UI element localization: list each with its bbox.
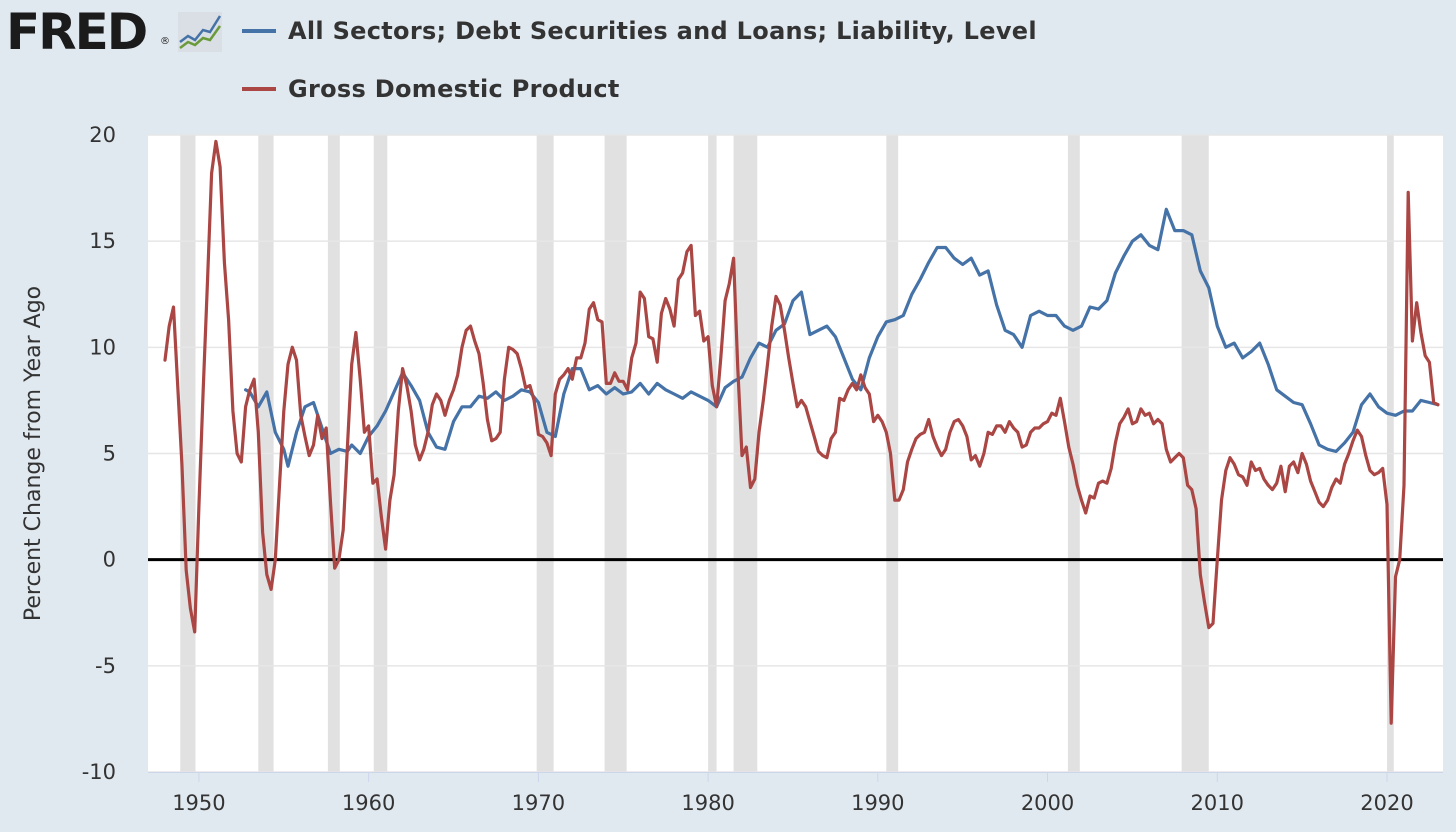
legend-label-gdp: Gross Domestic Product (288, 75, 620, 103)
line-chart: -10 -5 0 5 10 15 20 1950 1960 1970 1980 1990 2000 20… (21, 123, 1443, 815)
chart-header: FRED ® All Sectors; Debt Securities and … (0, 0, 1456, 120)
legend-swatch-debt (242, 29, 276, 33)
y-tick-label: -5 (95, 654, 116, 678)
x-tick-label: 1980 (681, 791, 734, 815)
y-tick-label: 0 (103, 548, 116, 572)
y-tick-label: 10 (89, 335, 116, 359)
x-tick-label: 2000 (1021, 791, 1074, 815)
y-tick-label: 5 (103, 442, 116, 466)
x-tick-label: 2010 (1191, 791, 1244, 815)
x-tick-label: 1970 (512, 791, 565, 815)
y-tick-label: -10 (82, 760, 116, 784)
x-tick-label: 1950 (172, 791, 225, 815)
y-axis-label: Percent Change from Year Ago (21, 286, 46, 621)
series-line-gdp (163, 139, 1440, 725)
x-tick-label: 1960 (342, 791, 395, 815)
registered-mark: ® (160, 36, 170, 47)
chart-line-icon (178, 12, 222, 52)
legend-item-debt[interactable]: All Sectors; Debt Securities and Loans; … (242, 16, 1037, 46)
y-tick-label: 20 (89, 123, 116, 147)
y-tick-label: 15 (89, 229, 116, 253)
y-axis-ticks: -10 -5 0 5 10 15 20 (82, 123, 116, 784)
x-axis-ticks: 1950 1960 1970 1980 1990 2000 2010 2020 (172, 772, 1414, 815)
series-line-debt (244, 207, 1440, 468)
legend-item-gdp[interactable]: Gross Domestic Product (242, 74, 620, 104)
legend-swatch-gdp (242, 87, 276, 91)
fred-logo[interactable]: FRED (6, 3, 148, 61)
x-tick-label: 2020 (1360, 791, 1413, 815)
legend-label-debt: All Sectors; Debt Securities and Loans; … (288, 17, 1037, 45)
x-tick-label: 1990 (851, 791, 904, 815)
series-lines (163, 139, 1440, 725)
